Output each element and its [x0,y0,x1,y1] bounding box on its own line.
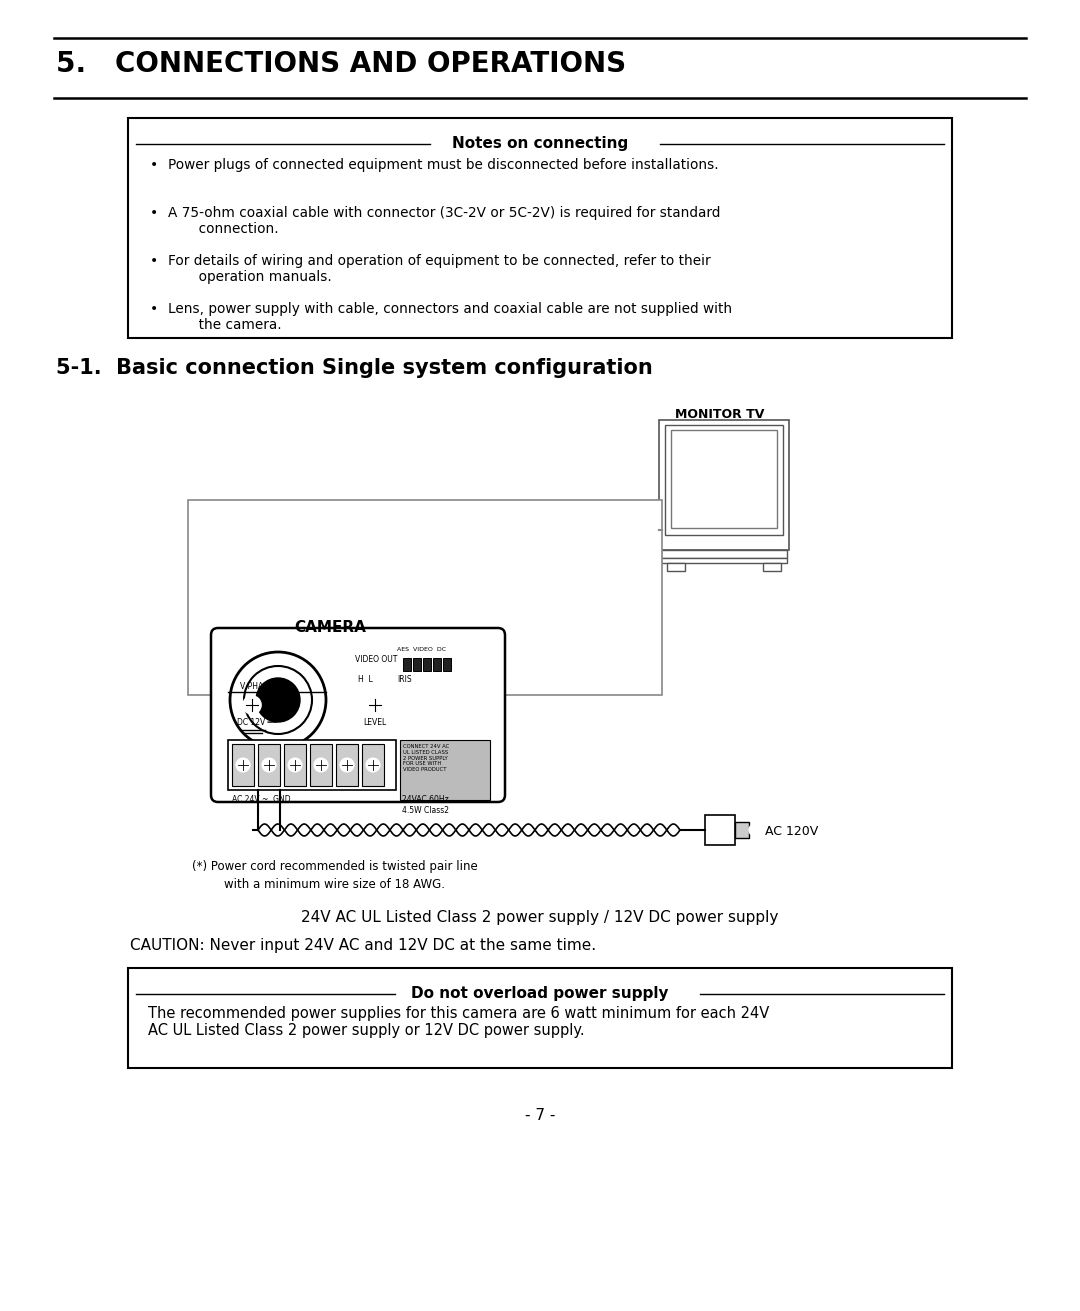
Bar [413,658,421,671]
Bar [433,658,441,671]
Bar [443,658,451,671]
Text: MONITOR TV: MONITOR TV [675,408,765,421]
Text: •: • [150,159,159,172]
Text: For details of wiring and operation of equipment to be connected, refer to their: For details of wiring and operation of e… [168,254,711,284]
Text: CAUTION: Never input 24V AC and 12V DC at the same time.: CAUTION: Never input 24V AC and 12V DC a… [130,937,596,953]
Bar [228,739,396,791]
Bar [188,499,662,695]
Text: CAMERA: CAMERA [294,620,366,635]
Text: •: • [150,302,159,316]
Bar [667,562,685,572]
Text: - 7 -: - 7 - [525,1108,555,1124]
Bar [659,420,789,551]
Text: Do not overload power supply: Do not overload power supply [411,986,669,1002]
Text: DC 12V ══: DC 12V ══ [237,718,276,728]
Bar [735,822,750,838]
Circle shape [750,825,761,836]
Text: Power plugs of connected equipment must be disconnected before installations.: Power plugs of connected equipment must … [168,159,718,172]
Text: A 75-ohm coaxial cable with connector (3C-2V or 5C-2V) is required for standard
: A 75-ohm coaxial cable with connector (3… [168,206,720,236]
Text: AES  VIDEO  DC: AES VIDEO DC [397,648,446,652]
Bar [661,551,787,558]
Circle shape [243,696,261,714]
Bar [671,430,777,528]
Text: VIDEO OUT: VIDEO OUT [355,656,397,663]
Text: with a minimum wire size of 18 AWG.: with a minimum wire size of 18 AWG. [225,878,446,891]
Bar [284,745,306,787]
Text: 4.5W Class2: 4.5W Class2 [402,806,449,815]
Bar [258,745,280,787]
Text: AC 24V ~  GND: AC 24V ~ GND [232,794,291,804]
Circle shape [288,758,302,772]
Bar [129,968,951,1068]
Bar [336,745,357,787]
Text: •: • [150,254,159,267]
Circle shape [237,758,249,772]
Circle shape [340,758,354,772]
Bar [400,739,490,800]
Circle shape [366,696,384,714]
Bar [661,558,787,562]
Text: CONNECT 24V AC
UL LISTED CLASS
2 POWER SUPPLY
FOR USE WITH
VIDEO PRODUCT: CONNECT 24V AC UL LISTED CLASS 2 POWER S… [403,745,449,772]
Text: AC 120V: AC 120V [765,825,819,838]
Text: H  L: H L [357,675,373,684]
Bar [423,658,431,671]
Bar [129,118,951,338]
Text: •: • [150,206,159,220]
Text: 24VAC 60Hz: 24VAC 60Hz [402,794,449,804]
Bar [232,745,254,787]
Bar [665,425,783,535]
Circle shape [366,758,380,772]
Bar [362,745,384,787]
Text: The recommended power supplies for this camera are 6 watt minimum for each 24V
A: The recommended power supplies for this … [148,1006,769,1038]
Circle shape [314,758,328,772]
Circle shape [262,758,276,772]
Text: 24V AC UL Listed Class 2 power supply / 12V DC power supply: 24V AC UL Listed Class 2 power supply / … [301,910,779,926]
Bar [762,562,781,572]
Bar [705,815,735,846]
Text: LEVEL: LEVEL [363,718,387,728]
Text: Lens, power supply with cable, connectors and coaxial cable are not supplied wit: Lens, power supply with cable, connector… [168,302,732,332]
Bar [310,745,332,787]
Bar [403,658,411,671]
Circle shape [256,678,300,722]
Text: Notes on connecting: Notes on connecting [451,136,629,151]
Text: V PHASE: V PHASE [240,682,273,691]
Text: (*) Power cord recommended is twisted pair line: (*) Power cord recommended is twisted pa… [192,860,477,873]
FancyBboxPatch shape [211,628,505,802]
Text: 5.   CONNECTIONS AND OPERATIONS: 5. CONNECTIONS AND OPERATIONS [56,50,626,77]
Text: IRIS: IRIS [397,675,411,684]
Text: 5-1.  Basic connection Single system configuration: 5-1. Basic connection Single system conf… [56,358,652,378]
